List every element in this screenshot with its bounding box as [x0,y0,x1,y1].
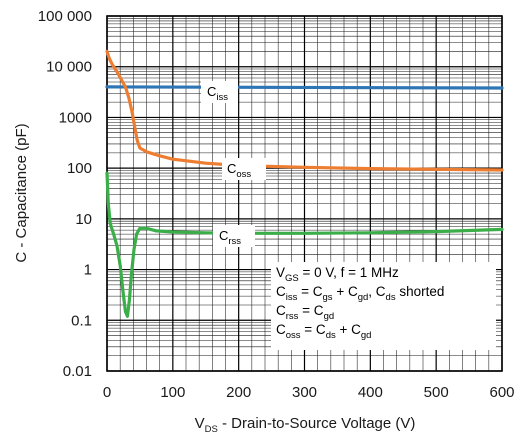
x-tick-label: 0 [103,384,111,401]
y-tick-label: 10 000 [46,59,92,76]
x-tick-labels: 0 100 200 300 400 500 600 [103,384,515,401]
coss-label-sub: oss [236,169,251,180]
x-axis-title-sub: DS [205,424,218,435]
annotation-line: Ciss = Cgs + Cgd, Cds shorted [276,284,444,303]
x-tick-label: 500 [424,384,449,401]
x-tick-label: 200 [226,384,251,401]
y-tick-label: 100 000 [38,8,92,25]
crss-label-bg [213,225,255,247]
coss-label-bg [222,158,266,180]
ciss-label-bg [201,81,238,103]
x-tick-label: 400 [358,384,383,401]
coss-label-main: C [227,161,236,176]
y-tick-label: 0.1 [71,312,92,329]
y-tick-label: 1000 [59,109,92,126]
coss-label: Coss [227,161,251,180]
annotation-line: Coss = Cds + Cgd [276,322,371,341]
x-tick-label: 100 [160,384,185,401]
ciss-label-group: Ciss [201,81,238,103]
crss-label-sub: rss [228,236,241,247]
annotation-line: Crss = Cgd [276,303,334,322]
x-axis-title-rest: - Drain-to-Source Voltage (V) [218,415,416,432]
series-line-ciss [105,85,504,90]
y-tick-label: 100 [67,160,92,177]
x-tick-label: 300 [292,384,317,401]
y-axis-title: C - Capacitance (pF) [13,123,30,262]
y-tick-labels: 0.01 0.1 1 10 100 1000 10 000 100 000 [38,8,92,380]
ciss-label-main: C [207,84,216,99]
coss-label-group: Coss [222,158,266,180]
x-axis-title: VDS - Drain-to-Source Voltage (V) [195,415,416,435]
ciss-label-sub: iss [216,92,228,103]
series-line-crss [105,171,504,318]
x-tick-label: 600 [489,384,514,401]
ciss-label: Ciss [207,84,228,103]
y-tick-label: 1 [84,262,92,279]
series-layer [105,49,504,318]
y-tick-label: 0.01 [63,363,92,380]
crss-label-group: Crss [213,225,255,247]
y-tick-label: 10 [75,211,92,228]
crss-label-main: C [219,228,228,243]
x-axis-title-main: V [195,415,205,432]
crss-label: Crss [219,228,241,247]
series-line-coss [105,49,504,172]
annotation-line: VGS = 0 V, f = 1 MHz [276,265,399,284]
annotation-box [271,262,496,350]
